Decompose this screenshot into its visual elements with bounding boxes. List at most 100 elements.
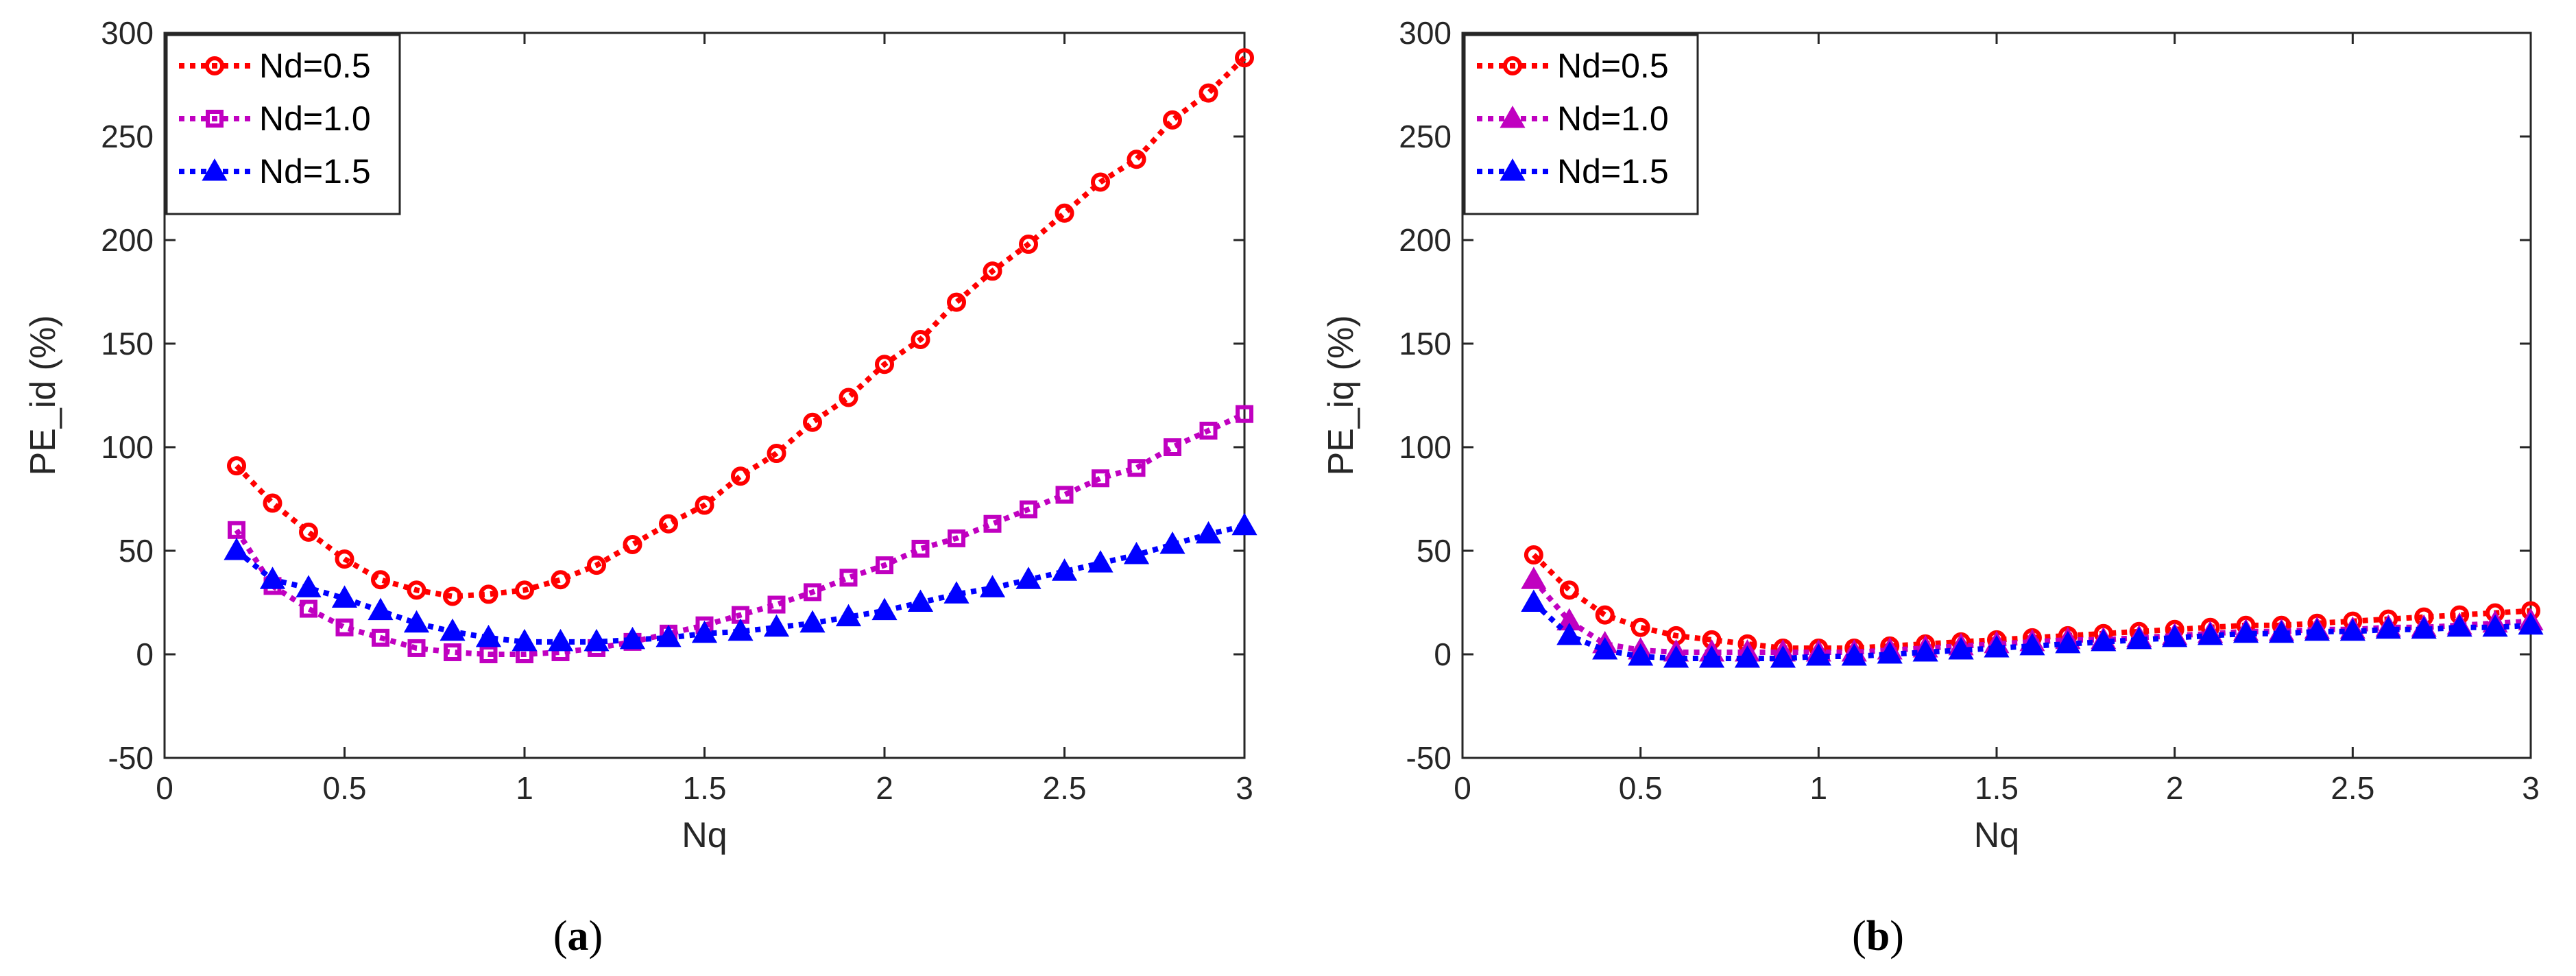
data-point [515,580,534,600]
data-point [407,639,426,657]
data-point [2162,624,2188,647]
x-tick-label: 0 [156,770,173,806]
data-point [911,329,930,349]
legend-label: Nd=1.0 [259,99,371,138]
x-tick-label: 2 [2166,770,2184,806]
data-point [1092,469,1109,488]
y-tick-label: 100 [101,429,154,465]
data-point [587,556,606,575]
x-tick-label: 1 [1810,770,1828,806]
x-axis-label: Nq [1974,816,2019,855]
data-point [1877,641,1903,664]
data-point [440,618,466,641]
y-tick-label: 250 [101,119,154,154]
series-Nd=0.5 [227,48,1254,606]
data-point [335,549,354,569]
x-axis-label: Nq [682,816,727,855]
series-Nd=1.5 [1521,589,2544,668]
data-point [804,583,821,602]
y-tick-label: 50 [119,533,154,569]
data-point [228,521,245,539]
x-tick-label: 0 [1454,770,1471,806]
legend: Nd=0.5 Nd=1.0 Nd=1.5 [165,34,401,215]
data-point [335,618,354,636]
data-point [1020,500,1037,519]
x-tick-label: 0.5 [323,770,367,806]
legend-swatch-marker [1500,105,1526,128]
data-point [547,628,574,652]
data-point [1195,521,1222,544]
legend-entry-Nd=0.5: Nd=0.5 [179,47,371,85]
data-point [2019,632,2045,656]
data-point [767,444,786,464]
data-point [763,614,790,637]
data-point [2339,618,2366,641]
legend-entry-Nd=1.5: Nd=1.5 [179,152,371,191]
panel-caption: (a) [553,913,603,960]
data-point [799,610,826,633]
data-point [475,624,502,647]
data-point [1984,634,2010,658]
data-point [1051,558,1078,581]
y-tick-label: 0 [136,636,154,672]
data-point [1592,636,1618,660]
data-point [1524,545,1543,565]
legend-label: Nd=0.5 [1557,47,1669,85]
data-point [839,569,858,587]
legend-swatch-marker [1503,56,1522,75]
data-point [1159,531,1185,554]
x-tick-label: 1 [516,770,533,806]
data-point [299,522,318,542]
legend-entry-Nd=1.0: Nd=1.0 [179,99,371,138]
data-point [224,537,250,560]
data-point [1199,421,1218,440]
data-point [875,355,894,374]
data-point [2126,626,2152,650]
y-tick-label: 50 [1417,533,1452,569]
data-point [2091,628,2117,652]
data-point [372,628,389,647]
data-point [2446,614,2472,637]
series-line [1532,600,2531,662]
y-axis-label: PE_iq (%) [1321,315,1361,475]
data-point [1559,580,1579,600]
data-point [1163,110,1182,130]
x-tick-label: 3 [1236,770,1253,806]
y-tick-label: 150 [1399,326,1452,361]
data-point [1595,605,1615,625]
y-tick-label: 250 [1399,119,1452,154]
series-line [234,56,1247,599]
data-point [943,581,970,604]
data-point [623,534,642,554]
legend-entry-Nd=1.5: Nd=1.5 [1477,152,1669,191]
x-tick-label: 0.5 [1619,770,1663,806]
data-point [479,584,498,604]
data-point [655,624,682,647]
chart-panel-b: 0 0.5 1 1.5 2 2.5 3-50050100150200250300NqPE_i… [1321,15,2544,855]
data-point [871,597,898,621]
data-point [1912,639,1938,662]
y-tick-label: 200 [1399,222,1452,258]
legend-entry-Nd=1.0: Nd=1.0 [1477,99,1669,138]
legend-label: Nd=1.5 [1557,152,1669,191]
data-point [2375,616,2401,639]
data-point [407,580,426,600]
data-point [443,586,462,606]
data-point [1127,150,1146,169]
data-point [1556,622,1582,645]
chart-panel-a: 0 0.5 1 1.5 2 2.5 3-50050100150200250300NqPE_i… [23,15,1257,855]
data-point [1521,567,1547,589]
y-tick-label: 300 [1399,15,1452,51]
data-point [1948,636,1974,660]
data-point [907,589,934,612]
data-point [1199,83,1218,103]
data-point [368,597,394,621]
legend-swatch-marker [1500,158,1526,181]
data-point [1235,48,1254,68]
data-point [1236,405,1253,423]
x-tick-label: 2.5 [2331,770,2374,806]
series-line [1532,553,2531,651]
data-point [2198,622,2224,645]
legend-entry-Nd=0.5: Nd=0.5 [1477,47,1669,85]
